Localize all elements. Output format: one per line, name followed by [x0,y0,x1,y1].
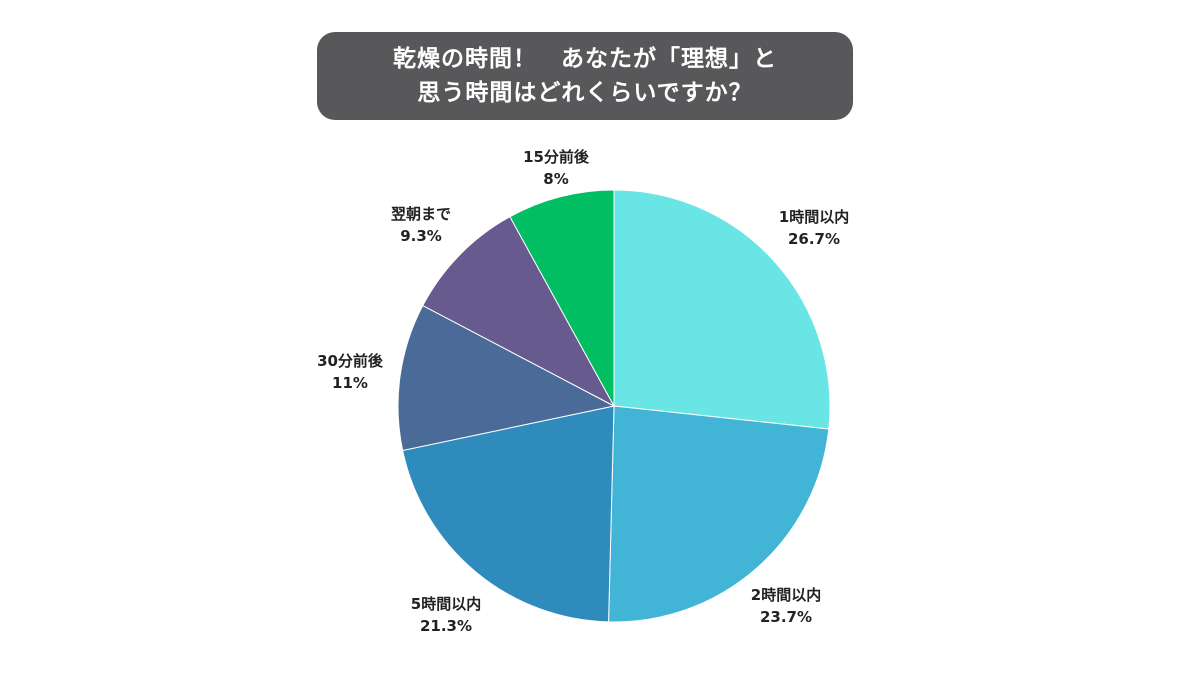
slice-label: 30分前後 [317,352,384,370]
slice-value-label: 8% [543,170,568,188]
slice-value-label: 21.3% [420,617,472,635]
slice-label: 15分前後 [523,148,590,166]
slice-label: 2時間以内 [751,586,821,604]
slice-value-label: 9.3% [400,227,442,245]
slice-value-label: 26.7% [788,230,840,248]
slice-label: 1時間以内 [779,208,849,226]
pie-slice [397,304,616,452]
chart-title: 乾燥の時間！ あなたが「理想」と 思う時間はどれくらいですか？ [317,32,853,120]
pie-slice [613,189,831,430]
slice-value-label: 23.7% [760,608,812,626]
pie-slice [422,216,616,408]
pie-labels: 1時間以内 26.7% 2時間以内 23.7% 5時間以内 21.3% 30分前後 11% 翌朝… [317,148,849,635]
chart-title-line-1: 乾燥の時間！ あなたが「理想」と [393,46,777,72]
pie-slice [608,405,830,623]
slice-label: 5時間以内 [411,595,481,613]
slice-value-label: 11% [332,374,368,392]
pie-slice [509,189,615,407]
pie-slice [402,405,615,623]
slice-label: 翌朝まで [391,205,451,223]
pie-slices [397,189,831,623]
chart-title-line-2: 思う時間はどれくらいですか？ [417,80,753,106]
